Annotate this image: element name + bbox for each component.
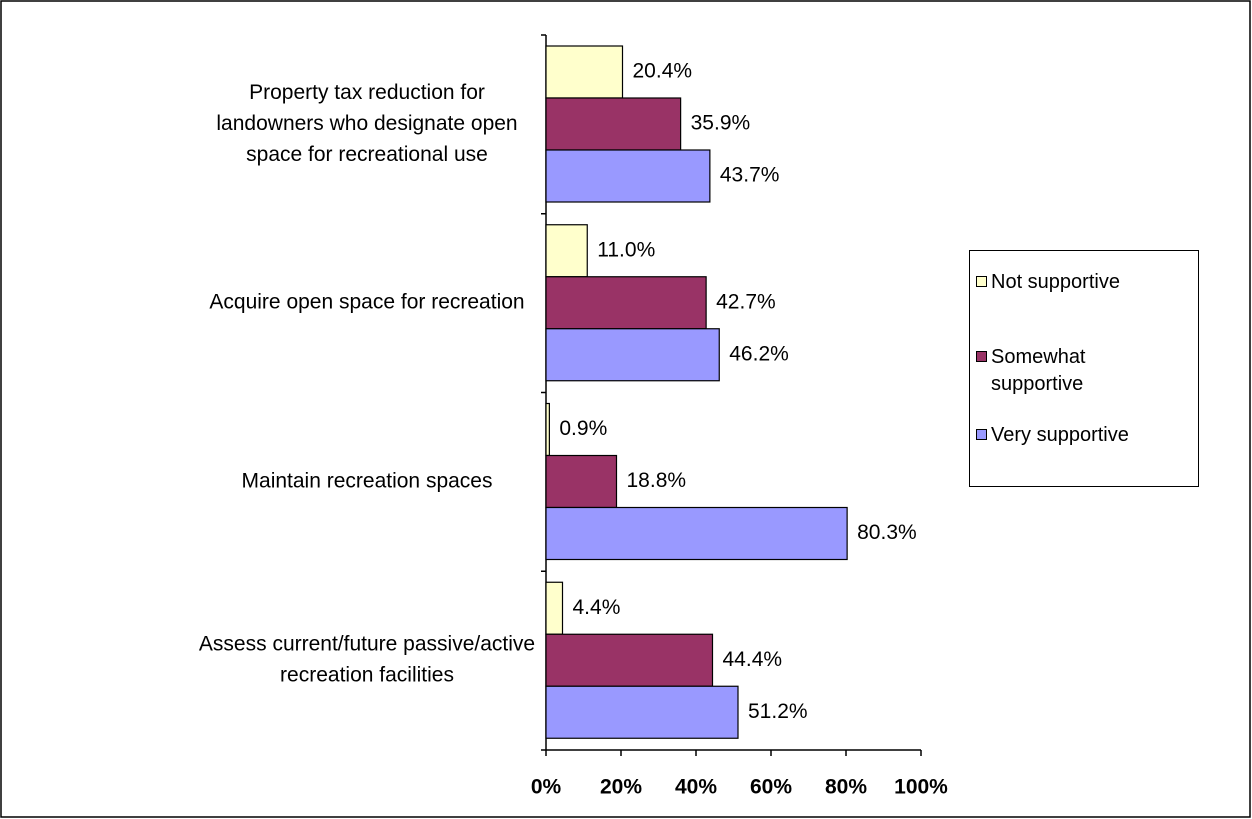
value-label: 0.9%	[559, 417, 607, 440]
category-label: Assess current/future passive/active	[199, 633, 535, 656]
value-label: 20.4%	[633, 60, 693, 83]
category-label: space for recreational use	[246, 143, 488, 166]
category-label: Maintain recreation spaces	[242, 469, 493, 492]
legend-label: Somewhat supportive	[991, 346, 1086, 395]
x-tick-label: 60%	[750, 776, 792, 799]
value-label: 43.7%	[720, 164, 780, 187]
value-label: 46.2%	[729, 342, 789, 365]
bar	[545, 633, 714, 687]
category-label: Acquire open space for recreation	[209, 291, 524, 314]
x-tick-label: 20%	[600, 776, 642, 799]
value-label: 80.3%	[857, 521, 917, 544]
bar	[545, 224, 588, 278]
bar	[545, 328, 720, 382]
legend-label: Very supportive	[991, 424, 1129, 446]
bar	[545, 276, 707, 330]
value-label: 42.7%	[716, 290, 776, 313]
value-label: 44.4%	[723, 648, 783, 671]
bar	[545, 506, 848, 561]
legend-label: Not supportive	[991, 271, 1120, 293]
value-label: 35.9%	[691, 112, 751, 135]
bar	[545, 581, 564, 635]
bar	[545, 149, 711, 203]
value-label: 18.8%	[627, 469, 687, 492]
category-label: Property tax reduction for	[249, 81, 485, 104]
x-tick-label: 0%	[531, 776, 562, 799]
bar	[545, 454, 618, 509]
value-label: 51.2%	[748, 700, 808, 723]
value-label: 4.4%	[573, 596, 621, 619]
bar	[545, 97, 682, 151]
bar	[545, 402, 550, 457]
legend: Not supportive Somewhat supportive Very su…	[969, 250, 1199, 487]
legend-swatch	[976, 351, 987, 362]
legend-swatch	[976, 429, 987, 440]
bar	[545, 45, 624, 99]
x-tick-label: 40%	[675, 776, 717, 799]
category-label: landowners who designate open	[216, 112, 517, 135]
x-tick-label: 100%	[894, 776, 948, 799]
value-label: 11.0%	[597, 238, 655, 261]
category-label: recreation facilities	[280, 664, 454, 687]
legend-swatch	[976, 276, 987, 287]
bar	[545, 685, 739, 739]
x-tick-label: 80%	[825, 776, 867, 799]
